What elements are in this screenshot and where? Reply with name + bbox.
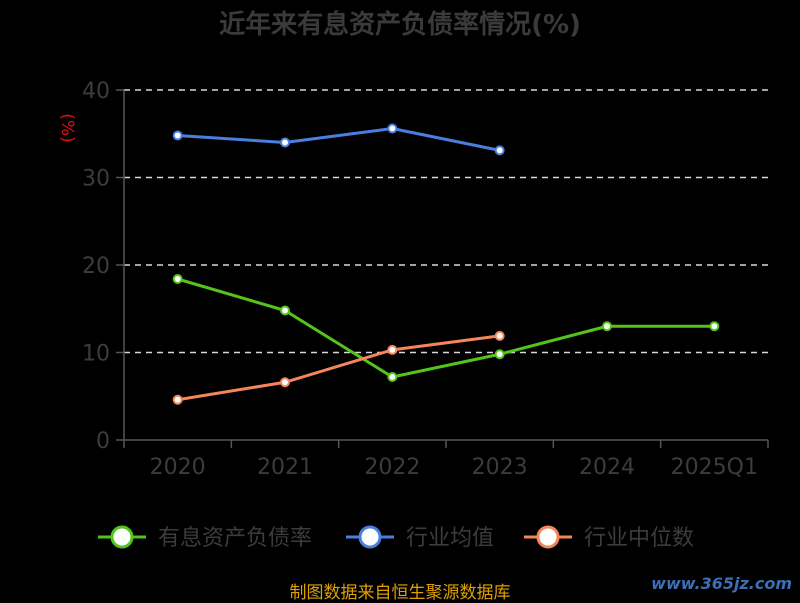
series-2 xyxy=(172,123,505,156)
data-point xyxy=(172,274,183,284)
data-point xyxy=(709,321,720,332)
x-tick-label: 2023 xyxy=(472,455,528,480)
data-point xyxy=(172,394,183,405)
series-lines xyxy=(172,123,720,405)
legend: 有息资产负债率 行业均值 行业中位数 xyxy=(98,525,694,551)
legend-marker xyxy=(110,525,134,549)
x-tick-label: 2022 xyxy=(364,455,420,480)
x-tick-label: 2020 xyxy=(150,455,206,480)
legend-marker xyxy=(536,525,560,549)
series-line xyxy=(177,334,500,402)
data-point xyxy=(387,123,398,134)
watermark: www.365jz.com xyxy=(651,574,792,593)
grid-lines xyxy=(124,89,768,354)
series-line xyxy=(177,127,500,152)
legend-marker xyxy=(358,525,382,549)
legend-label: 行业中位数 xyxy=(584,526,694,551)
y-tick-label: 40 xyxy=(82,79,110,104)
chart-title: 近年来有息资产负债率情况(%) xyxy=(219,10,581,40)
data-point xyxy=(602,321,612,332)
data-point xyxy=(494,349,505,360)
legend-label: 有息资产负债率 xyxy=(158,526,312,551)
data-point xyxy=(494,330,505,341)
data-point xyxy=(280,377,290,388)
data-point xyxy=(387,344,398,355)
series-3 xyxy=(172,330,505,405)
data-point xyxy=(280,137,290,148)
y-tick-label: 0 xyxy=(96,429,110,454)
legend-label: 行业均值 xyxy=(406,526,494,551)
x-tick-label: 2025Q1 xyxy=(671,455,758,480)
series-1 xyxy=(172,274,720,382)
legend-item-1: 有息资产负债率 xyxy=(98,525,312,551)
y-tick-label: 30 xyxy=(82,167,110,192)
axes: 0 10 20 30 40(%) 2020 2021 2022 2023 2024 2025Q1 xyxy=(57,79,769,480)
x-tick-label: 2021 xyxy=(257,455,313,480)
data-point xyxy=(280,305,290,316)
y-tick-label: 20 xyxy=(82,254,110,279)
data-point xyxy=(494,145,505,156)
legend-item-3: 行业中位数 xyxy=(524,525,694,551)
y-tick-label: 10 xyxy=(82,342,110,367)
data-point xyxy=(387,372,398,382)
y-axis-label: (%) xyxy=(57,113,77,142)
series-line xyxy=(177,277,715,379)
legend-item-2: 行业均值 xyxy=(346,525,494,551)
source-note: 制图数据来自恒生聚源数据库 xyxy=(289,583,511,603)
x-tick-label: 2024 xyxy=(579,455,635,480)
data-point xyxy=(172,130,183,141)
